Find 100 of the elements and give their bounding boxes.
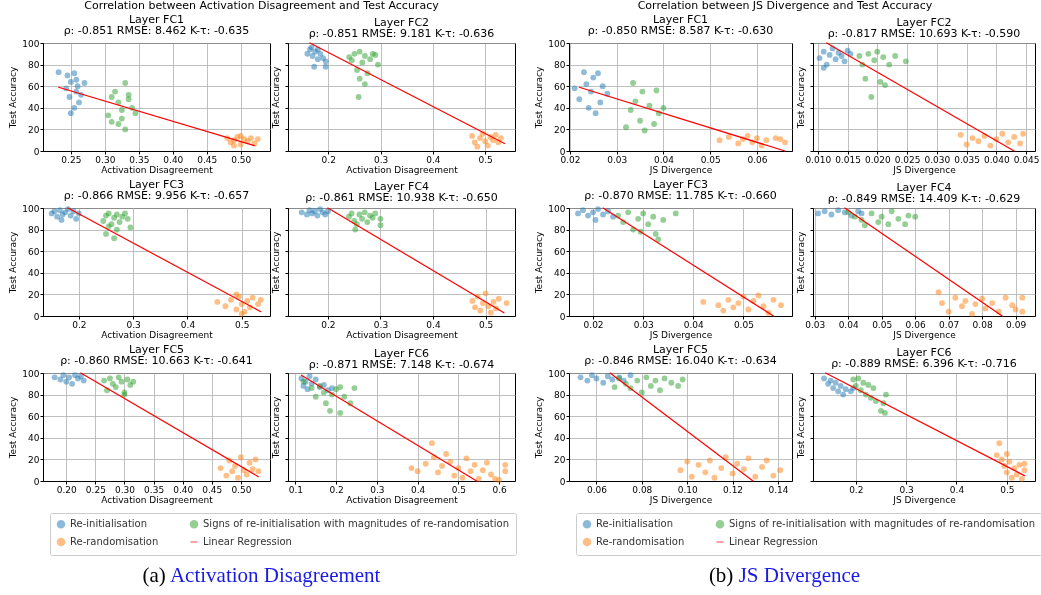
y-tick-label: 40 (28, 433, 40, 444)
point (124, 215, 131, 222)
point (577, 374, 584, 381)
point (227, 296, 234, 303)
point (244, 297, 251, 304)
y-tick-label: 20 (28, 454, 40, 465)
point (660, 104, 667, 111)
point (214, 299, 221, 305)
point (71, 104, 78, 111)
point (855, 375, 862, 382)
chart-title: Layer FC5 (128, 343, 185, 356)
point (483, 459, 490, 466)
legend-label: Re-randomisation (70, 536, 159, 547)
x-tick-label: 0.25 (61, 154, 82, 165)
point (348, 57, 355, 64)
point (777, 467, 784, 474)
point (122, 126, 129, 133)
point (593, 375, 600, 382)
point (254, 136, 261, 143)
point (627, 372, 634, 379)
y-axis-title: Test Accuracy (534, 231, 545, 295)
y-tick-label: 60 (28, 246, 40, 257)
point (821, 375, 827, 382)
point (67, 110, 74, 117)
point (490, 299, 497, 305)
point (840, 391, 847, 398)
point (322, 400, 329, 407)
point (484, 142, 491, 149)
point (730, 304, 737, 311)
text: Correlation between Activation Disagreement and Test Accuracy (83, 0, 440, 12)
point (475, 475, 482, 482)
chart-title: Layer FC4 (896, 181, 952, 195)
chart-subtitle: ρ: -0.817 RMSE: 10.693 K-τ: -0.590 (827, 27, 1021, 41)
point (585, 104, 592, 111)
point (479, 467, 486, 474)
x-tick-label: 0.10 (677, 484, 698, 495)
point (763, 137, 770, 144)
x-tick-label: 0.02 (560, 154, 581, 165)
point (341, 393, 348, 400)
point (885, 221, 892, 228)
point (882, 410, 888, 416)
point (1003, 469, 1010, 476)
x-axis-title: JS Divergence (892, 494, 957, 505)
point (599, 83, 606, 90)
point (422, 460, 429, 467)
y-tick-label: 80 (554, 225, 566, 236)
chart-title: Layer FC1 (652, 13, 709, 26)
y-tick-label: 60 (554, 246, 566, 257)
point (1008, 474, 1015, 481)
point (356, 75, 363, 82)
x-tick-label: 0.03 (805, 319, 826, 330)
point (870, 385, 877, 392)
point (630, 80, 636, 86)
x-axis-title: Activation Disagreement (101, 329, 214, 340)
point (837, 383, 844, 389)
point (912, 213, 919, 220)
point (672, 210, 679, 217)
point (589, 372, 595, 379)
y-axis-title: Test Accuracy (271, 66, 281, 130)
point (895, 215, 902, 222)
y-tick-label: 80 (28, 60, 40, 71)
point (64, 72, 71, 79)
point (1005, 139, 1012, 146)
x-tick-label: 0.05 (700, 154, 721, 165)
point (1011, 134, 1018, 140)
point (989, 300, 996, 306)
point (81, 80, 88, 86)
point (54, 213, 61, 220)
point (55, 69, 62, 76)
point (351, 50, 358, 57)
point (963, 141, 970, 148)
point (364, 219, 371, 225)
x-tick-label: 0.5 (478, 154, 493, 165)
point (987, 142, 994, 149)
point (744, 132, 751, 139)
point (759, 464, 765, 470)
x-axis-title: Activation Disagreement (346, 329, 459, 340)
point (660, 216, 667, 223)
point (63, 378, 70, 385)
point (1017, 140, 1024, 147)
point (888, 208, 895, 215)
point (868, 210, 875, 217)
point (939, 300, 945, 306)
y-axis-title: Test Accuracy (271, 396, 281, 460)
point (604, 373, 611, 380)
y-axis-title: Test Accuracy (796, 396, 806, 460)
point (637, 117, 643, 124)
x-axis-title: JS Divergence (648, 494, 713, 505)
point (122, 80, 129, 86)
point (451, 472, 458, 479)
point (639, 88, 646, 95)
point (902, 58, 909, 65)
x-tick-label: 0.020 (864, 154, 891, 165)
y-tick-label: 80 (554, 390, 566, 401)
point (222, 303, 229, 310)
point (979, 295, 986, 302)
x-tick-label: 0.35 (129, 154, 150, 165)
y-axis-title: Test Accuracy (534, 396, 545, 460)
point (734, 460, 741, 467)
legend-label: Signs of re-initialisation with magnitudes of re-randomisation (203, 518, 510, 530)
